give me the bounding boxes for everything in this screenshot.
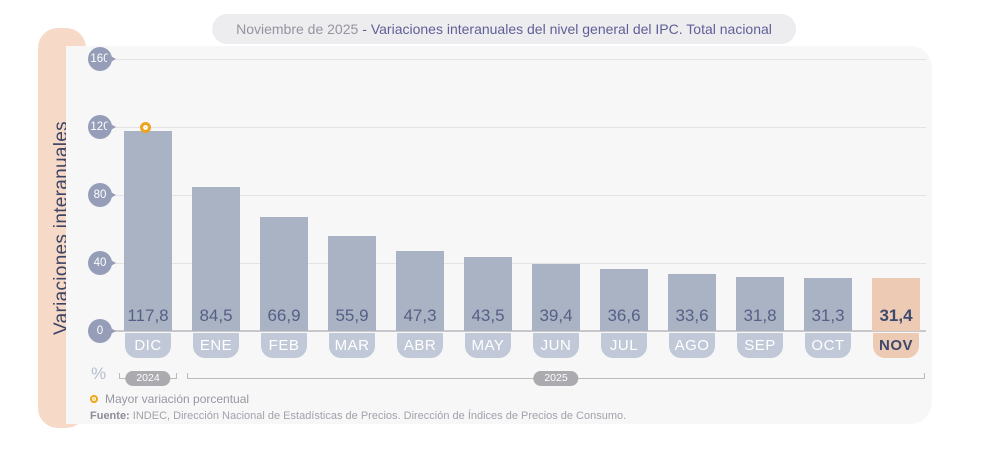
bar-value-may: 43,5 <box>471 306 505 325</box>
max-variation-marker <box>139 122 151 134</box>
source-text: INDEC, Dirección Nacional de Estadística… <box>129 410 627 422</box>
month-label-ago: AGO <box>669 333 715 358</box>
month-label-jun: JUN <box>533 333 579 358</box>
bar-value-jul: 36,6 <box>607 306 641 325</box>
month-label-may: MAY <box>465 333 511 358</box>
bar-abr: 47,3 <box>396 251 444 331</box>
year-label-2024: 2024 <box>125 371 171 386</box>
y-tick-120: 120 <box>88 115 116 139</box>
bar-mar: 55,9 <box>328 236 376 331</box>
month-label-nov: NOV <box>873 333 919 358</box>
bar-may: 43,5 <box>464 257 512 331</box>
source-note: Fuente: INDEC, Dirección Nacional de Est… <box>90 410 626 422</box>
bar-value-mar: 55,9 <box>335 306 369 325</box>
source-label: Fuente: <box>90 410 130 422</box>
bar-value-ene: 84,5 <box>199 306 233 325</box>
bar-dic: 117,8 <box>124 131 172 331</box>
bar-value-jun: 39,4 <box>539 306 573 325</box>
y-tick-80: 80 <box>88 183 116 207</box>
month-label-mar: MAR <box>329 333 375 358</box>
gridline-160 <box>108 59 926 60</box>
bar-sep: 31,8 <box>736 277 784 331</box>
bar-value-sep: 31,8 <box>743 306 777 325</box>
bar-value-feb: 66,9 <box>267 306 301 325</box>
bar-value-abr: 47,3 <box>403 306 437 325</box>
month-label-feb: FEB <box>261 333 307 358</box>
bar-jun: 39,4 <box>532 264 580 331</box>
month-label-abr: ABR <box>397 333 443 358</box>
gridline-120 <box>108 127 926 128</box>
bar-feb: 66,9 <box>260 217 308 331</box>
bar-ene: 84,5 <box>192 187 240 331</box>
bar-jul: 36,6 <box>600 269 648 331</box>
month-label-jul: JUL <box>601 333 647 358</box>
gridline-80 <box>108 195 926 196</box>
legend-label: Mayor variación porcentual <box>105 392 250 406</box>
bar-value-oct: 31,3 <box>811 306 845 325</box>
bar-value-ago: 33,6 <box>675 306 709 325</box>
max-variation-dot-icon <box>90 395 98 403</box>
month-label-oct: OCT <box>805 333 851 358</box>
y-tick-0: 0 <box>88 319 116 343</box>
legend: Mayor variación porcentual <box>90 392 249 406</box>
y-tick-160: 160 <box>88 47 116 71</box>
bar-nov: 31,4 <box>872 278 920 331</box>
bar-value-dic: 117,8 <box>127 306 169 325</box>
bar-value-nov: 31,4 <box>879 306 913 325</box>
y-axis-unit: % <box>91 364 107 383</box>
year-label-2025: 2025 <box>533 371 579 386</box>
month-label-dic: DIC <box>125 333 171 358</box>
chart-title-main: - Variaciones interanuales del nivel gen… <box>362 21 772 37</box>
bar-ago: 33,6 <box>668 274 716 331</box>
x-axis-line <box>108 330 926 332</box>
chart-title: Noviembre de 2025- Variaciones interanua… <box>212 14 796 44</box>
chart-title-period: Noviembre de 2025 <box>236 21 359 37</box>
month-label-ene: ENE <box>193 333 239 358</box>
month-label-sep: SEP <box>737 333 783 358</box>
gridline-40 <box>108 263 926 264</box>
bar-oct: 31,3 <box>804 278 852 331</box>
y-tick-40: 40 <box>88 251 116 275</box>
